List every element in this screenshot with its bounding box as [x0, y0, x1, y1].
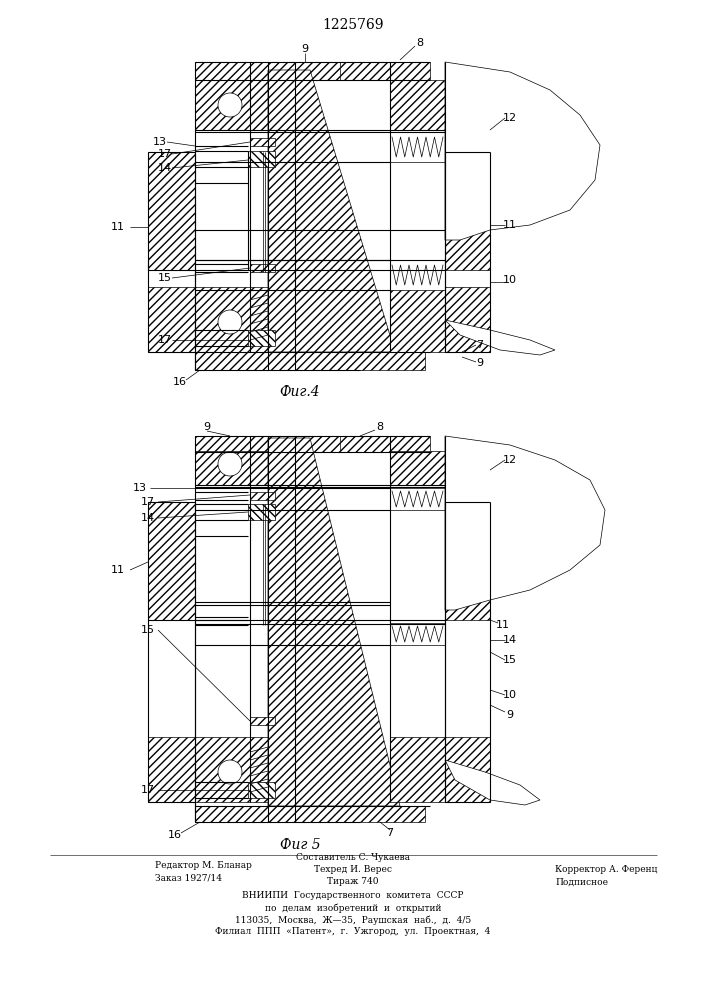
Text: 9: 9 [204, 422, 211, 432]
Text: 11: 11 [496, 620, 510, 630]
Text: 15: 15 [141, 625, 155, 635]
Text: 7: 7 [477, 340, 484, 350]
Polygon shape [268, 70, 395, 352]
Bar [340, 62, 430, 80]
Text: 17: 17 [141, 497, 155, 507]
Polygon shape [445, 436, 605, 610]
Text: ВНИИПИ  Государственного  комитета  СССР: ВНИИПИ Государственного комитета СССР [243, 892, 464, 900]
Text: 14: 14 [503, 635, 517, 645]
Text: 10: 10 [503, 690, 517, 700]
Bar [445, 737, 490, 802]
Text: 13: 13 [153, 137, 167, 147]
Bar [445, 170, 490, 270]
Bar [195, 737, 250, 802]
Text: 14: 14 [141, 513, 155, 523]
Text: Корректор А. Ференц: Корректор А. Ференц [555, 865, 658, 874]
Bar [250, 62, 268, 130]
Polygon shape [445, 320, 555, 355]
Text: 8: 8 [376, 422, 384, 432]
Text: 10: 10 [503, 275, 517, 285]
Text: 14: 14 [158, 163, 172, 173]
Bar [248, 330, 275, 346]
Text: 15: 15 [503, 655, 517, 665]
Bar [390, 488, 445, 510]
Bar [390, 260, 445, 290]
Text: Подписное: Подписное [555, 878, 608, 886]
Text: 13: 13 [133, 483, 147, 493]
Bar [195, 806, 425, 822]
Bar [195, 80, 250, 130]
Text: 11: 11 [111, 222, 125, 232]
Circle shape [218, 310, 242, 334]
Bar [248, 151, 275, 167]
Bar [445, 520, 490, 620]
Text: 9: 9 [301, 44, 308, 54]
Bar [148, 502, 195, 620]
Text: Фиг.4: Фиг.4 [280, 385, 320, 399]
Bar [250, 287, 268, 352]
Bar [250, 451, 268, 485]
Circle shape [218, 452, 242, 476]
Bar [248, 504, 275, 520]
Bar [340, 436, 430, 452]
Text: 17: 17 [158, 335, 172, 345]
Bar [248, 782, 275, 798]
Text: 7: 7 [387, 828, 394, 838]
Polygon shape [445, 760, 540, 805]
Text: 11: 11 [111, 565, 125, 575]
Text: Техред И. Верес: Техред И. Верес [314, 865, 392, 874]
Text: 12: 12 [503, 455, 517, 465]
Bar [195, 287, 250, 352]
Bar [250, 737, 268, 802]
Text: 17: 17 [158, 149, 172, 159]
Bar [445, 287, 490, 352]
Bar [390, 287, 445, 352]
Circle shape [218, 93, 242, 117]
Text: по  делам  изобретений  и  открытий: по делам изобретений и открытий [264, 903, 441, 913]
Text: 113035,  Москва,  Ж—35,  Раушская  наб.,  д.  4/5: 113035, Москва, Ж—35, Раушская наб., д. … [235, 915, 471, 925]
Text: 9: 9 [506, 710, 513, 720]
Bar [195, 62, 425, 80]
Bar [195, 436, 425, 452]
Bar [250, 717, 275, 725]
Bar [250, 138, 275, 146]
Bar [148, 287, 195, 352]
Polygon shape [268, 438, 400, 806]
Bar [250, 492, 275, 500]
Text: 12: 12 [503, 113, 517, 123]
Text: Филиал  ППП  «Патент»,  г.  Ужгород,  ул.  Проектная,  4: Филиал ППП «Патент», г. Ужгород, ул. Про… [216, 928, 491, 936]
Bar [390, 132, 445, 162]
Text: 15: 15 [158, 273, 172, 283]
Text: Составитель С. Чукаева: Составитель С. Чукаева [296, 854, 410, 862]
Text: Заказ 1927/14: Заказ 1927/14 [155, 874, 222, 882]
Bar [195, 451, 250, 485]
Bar [195, 352, 425, 370]
Text: 11: 11 [503, 220, 517, 230]
Bar [148, 737, 195, 802]
Text: Редактор М. Бланар: Редактор М. Бланар [155, 861, 252, 870]
Bar [390, 737, 445, 802]
Text: 9: 9 [477, 358, 484, 368]
Bar [390, 623, 445, 645]
Circle shape [218, 760, 242, 784]
Bar [390, 80, 445, 130]
Text: Тираж 740: Тираж 740 [327, 878, 379, 886]
Text: 8: 8 [416, 38, 423, 48]
Text: 16: 16 [168, 830, 182, 840]
Text: Фиг 5: Фиг 5 [280, 838, 320, 852]
Text: 1225769: 1225769 [322, 18, 384, 32]
Text: 16: 16 [173, 377, 187, 387]
Bar [148, 152, 195, 270]
Polygon shape [445, 62, 600, 240]
Bar [390, 451, 445, 485]
Text: 17: 17 [141, 785, 155, 795]
Bar [250, 264, 275, 272]
